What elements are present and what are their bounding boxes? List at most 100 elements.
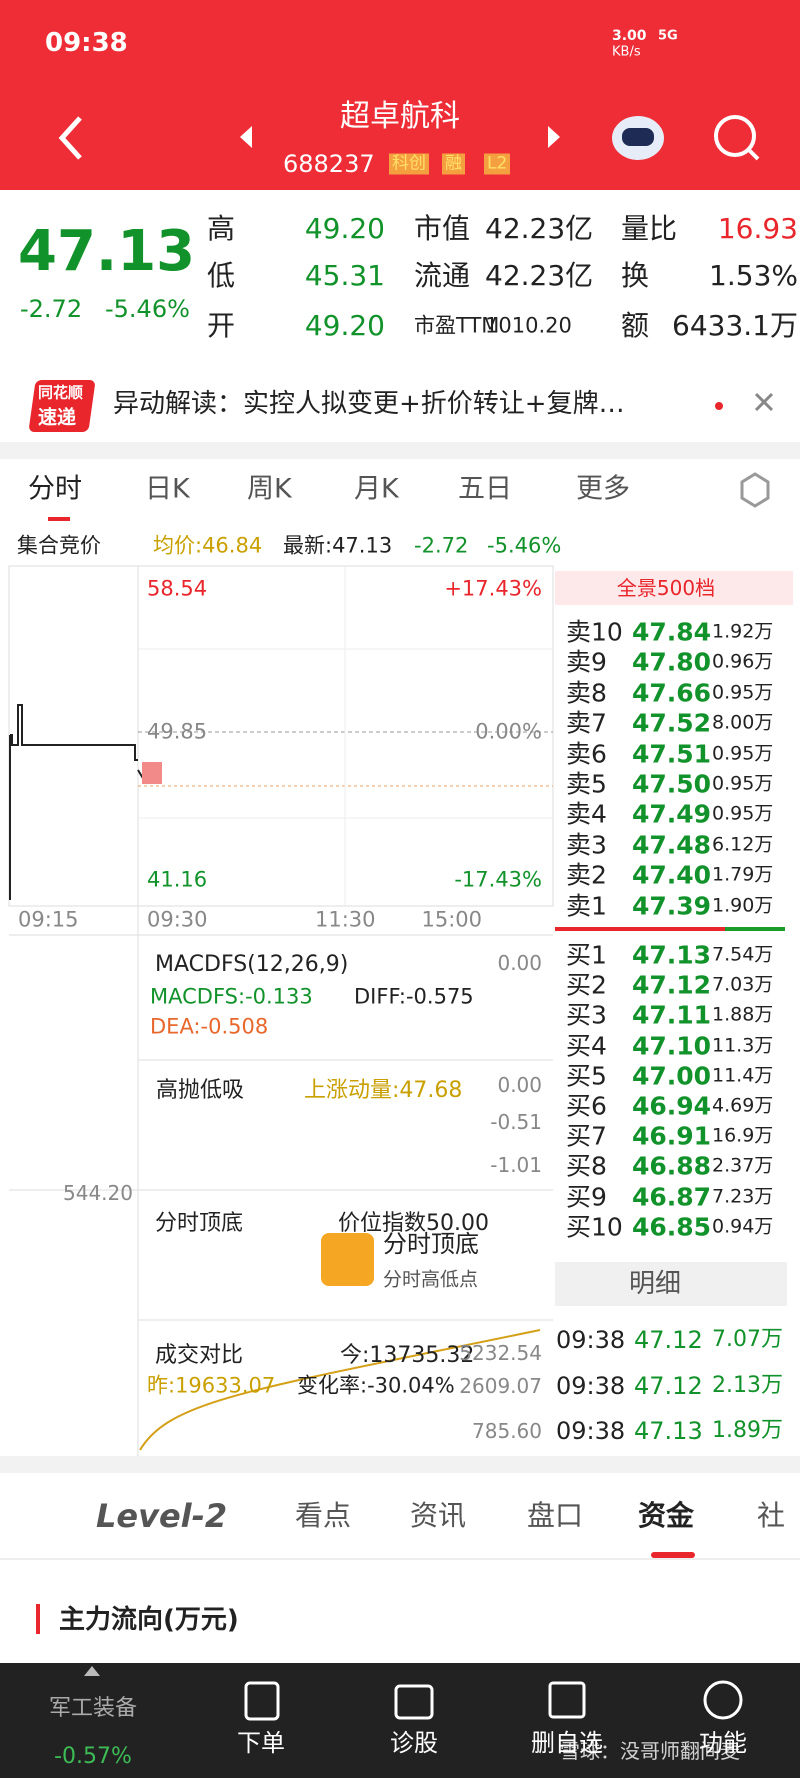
quote-stat: 1010.20 [485, 313, 572, 338]
book-level: 买8 [566, 1151, 607, 1181]
book-price: 47.80 [632, 647, 712, 677]
nav-arrow [84, 1666, 100, 1676]
chart-tab[interactable]: 五日 [458, 473, 512, 505]
chart-tab[interactable]: 周K [247, 473, 292, 505]
watermark: 雪球：没哥师翻间麦 [560, 1739, 740, 1763]
indicator-value: 昨:19633.07 [147, 1373, 276, 1398]
news-text[interactable]: 异动解读：实控人拟变更+折价转让+复牌… [113, 389, 625, 419]
search-icon[interactable] [714, 115, 756, 157]
section-title: 主力流向(万元) [59, 1605, 239, 1635]
status-time: 09:38 [45, 28, 128, 58]
chart-tab[interactable]: 更多 [576, 473, 630, 505]
book-price: 47.40 [632, 860, 712, 890]
nav-sector-pct: -0.57% [54, 1744, 132, 1769]
nav-item[interactable]: 功能 [699, 1729, 747, 1757]
popup-icon[interactable] [321, 1233, 374, 1286]
book-level: 买2 [566, 970, 607, 1000]
book-level: 买6 [566, 1091, 607, 1121]
bottom-tab[interactable]: 盘口 [527, 1499, 584, 1532]
nav-icon[interactable] [394, 1684, 434, 1720]
compare-line [139, 1329, 541, 1451]
popup-title[interactable]: 分时顶底 [383, 1230, 479, 1258]
book-price: 47.11 [632, 1000, 712, 1030]
nav-item[interactable]: 下单 [237, 1729, 285, 1757]
detail-volume: 1.89万 [712, 1418, 783, 1443]
bottom-tab[interactable]: 社 [757, 1499, 786, 1532]
stock-name: 超卓航科 [340, 99, 460, 134]
book-level: 卖6 [566, 739, 607, 769]
chart-tab[interactable]: 日K [145, 473, 190, 505]
nav-icon[interactable] [244, 1681, 280, 1721]
close-icon[interactable] [754, 392, 774, 412]
indicator-tick: 2609.07 [459, 1374, 542, 1398]
back-icon[interactable] [58, 116, 82, 160]
quote-stat: 1.53% [709, 259, 798, 292]
chart-tab[interactable]: 分时 [28, 473, 82, 505]
book-level: 卖8 [566, 678, 607, 708]
stock-tag: 融 [442, 153, 465, 175]
indicator-title[interactable]: 成交对比 [155, 1343, 244, 1368]
quote-stat: 高 [207, 212, 236, 245]
nav-icon[interactable] [548, 1681, 586, 1719]
nav-item[interactable]: 删自选 [531, 1729, 603, 1757]
indicator-title[interactable]: 分时顶底 [155, 1211, 244, 1236]
robot-face [622, 128, 654, 146]
book-volume: 8.00万 [712, 711, 774, 734]
nav-item[interactable]: 诊股 [390, 1729, 438, 1757]
book-price: 47.13 [632, 940, 712, 970]
book-price: 47.00 [632, 1061, 712, 1091]
book-price: 47.12 [632, 970, 712, 1000]
nav-sector: 军工装备 [48, 1696, 138, 1721]
book-price: 47.10 [632, 1031, 712, 1061]
book-split [555, 927, 725, 931]
book-level: 买3 [566, 1000, 607, 1030]
indicator-tick: 5232.54 [459, 1341, 542, 1365]
book-price: 47.49 [632, 799, 712, 829]
indicator-tick: 0.00 [497, 951, 542, 975]
book-volume: 7.23万 [712, 1185, 774, 1208]
price-change: -2.72 [20, 295, 83, 323]
book-price: 46.88 [632, 1151, 712, 1181]
nav-icon[interactable] [703, 1680, 743, 1720]
detail-title[interactable]: 明细 [628, 1269, 682, 1299]
bottom-tab[interactable]: Level-2 [96, 1497, 228, 1535]
next-icon[interactable] [548, 126, 560, 148]
book-volume: 0.94万 [712, 1215, 774, 1238]
buy-marker [142, 762, 162, 784]
bottom-tab[interactable]: 资讯 [410, 1499, 467, 1532]
book-price: 47.84 [632, 617, 712, 647]
quote-stat: 42.23亿 [485, 212, 594, 245]
time-label: 11:30 [315, 907, 376, 932]
book-level: 买4 [566, 1031, 607, 1061]
tab-underline [48, 517, 70, 521]
chart-tab[interactable]: 月K [354, 473, 399, 505]
detail-price: 47.13 [634, 1417, 703, 1445]
popup-subtitle[interactable]: 分时高低点 [383, 1268, 479, 1291]
quote-stat: 市值 [414, 212, 471, 245]
settings-icon[interactable] [740, 472, 770, 508]
detail-price: 47.12 [634, 1326, 703, 1354]
book-level: 卖7 [566, 708, 607, 738]
book-volume: 0.95万 [712, 742, 774, 765]
bottom-tab[interactable]: 资金 [638, 1499, 695, 1532]
book-volume: 11.4万 [712, 1064, 774, 1087]
detail-time: 09:38 [556, 1326, 626, 1354]
prev-icon[interactable] [240, 126, 252, 148]
time-label: 09:15 [18, 907, 79, 932]
detail-volume: 7.07万 [712, 1327, 783, 1352]
book-price: 46.94 [632, 1091, 712, 1121]
indicator-title[interactable]: MACDFS(12,26,9) [155, 952, 349, 977]
time-label: 15:00 [421, 907, 482, 932]
book-level: 买1 [566, 940, 607, 970]
status-speed-unit: KB/s [612, 44, 641, 60]
book-volume: 11.3万 [712, 1034, 774, 1057]
indicator-tick: 785.60 [472, 1419, 542, 1443]
divider [0, 1456, 800, 1473]
book-price: 46.87 [632, 1182, 712, 1212]
detail-time: 09:38 [556, 1372, 626, 1400]
news-dot [715, 402, 723, 410]
indicator-value: DEA:-0.508 [150, 1014, 269, 1039]
bottom-tab[interactable]: 看点 [295, 1499, 352, 1532]
indicator-title[interactable]: 高抛低吸 [156, 1078, 245, 1103]
